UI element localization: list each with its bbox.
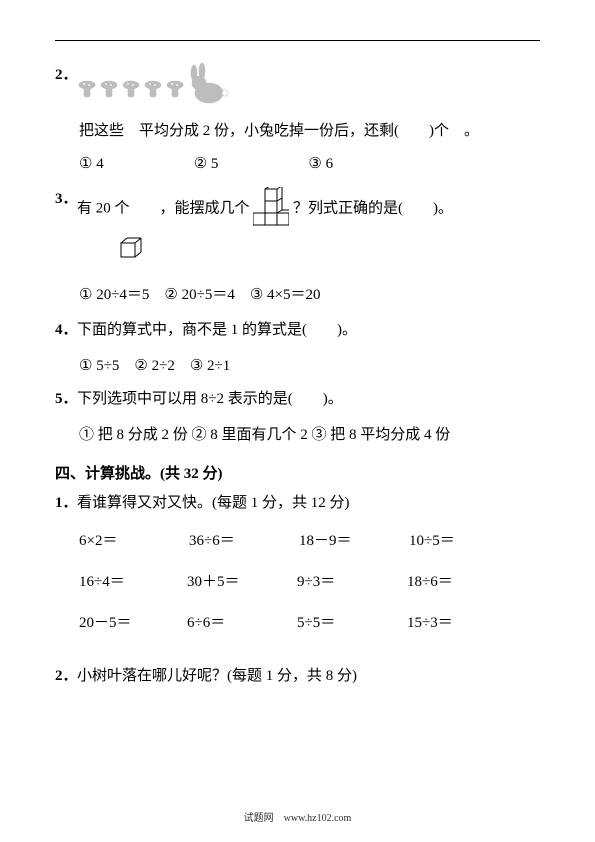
cube-stack-icon [253, 187, 289, 231]
top-rule [55, 40, 540, 41]
q4-options: ① 5÷5 ② 2÷2 ③ 2÷1 [79, 354, 540, 375]
q2-number: 2． [55, 63, 77, 84]
q2-text: 把这些 平均分成 2 份，小兔吃掉一份后，还剩( )个 。 [79, 119, 540, 140]
calc-item: 18－9＝ [299, 529, 409, 550]
q2-illustration [77, 63, 540, 109]
q2-body [77, 63, 540, 109]
q3-body: 有 20 个 ，能摆成几个 [77, 187, 540, 269]
calc-item: 10÷5＝ [409, 529, 519, 550]
s4p2-title: 小树叶落在哪儿好呢？(每题 1 分，共 8 分) [77, 664, 540, 688]
section-4-title: 四、计算挑战。(共 32 分) [55, 462, 540, 483]
calc-item: 20－5＝ [79, 611, 187, 632]
q3-number: 3． [55, 187, 77, 208]
s4p1-title: 看谁算得又对又快。(每题 1 分，共 12 分) [77, 491, 540, 515]
calc-item: 16÷4＝ [79, 570, 187, 591]
q5-options: ① 把 8 分成 2 份 ② 8 里面有几个 2 ③ 把 8 平均分成 4 份 [79, 423, 540, 444]
q4-number: 4． [55, 318, 77, 339]
q4-text: 下面的算式中，商不是 1 的算式是( )。 [77, 318, 540, 342]
question-2: 2． [55, 63, 540, 109]
q2-options: ① 4 ② 5 ③ 6 [79, 154, 540, 173]
calc-grid-row1: 6×2＝ 36÷6＝ 18－9＝ 10÷5＝ [79, 529, 540, 550]
s4p1-number: 1． [55, 491, 77, 512]
single-cube-icon [117, 237, 151, 261]
footer: 试题网 www.hz102.com [0, 809, 595, 824]
question-5: 5． 下列选项中可以用 8÷2 表示的是( )。 [55, 387, 540, 411]
calc-grid-row3: 20－5＝ 6÷6＝ 5÷5＝ 15÷3＝ [79, 611, 540, 632]
mushrooms-and-rabbit-icon [77, 63, 237, 109]
calc-item: 6÷6＝ [187, 611, 297, 632]
page: 2． [0, 0, 595, 842]
q5-text: 下列选项中可以用 8÷2 表示的是( )。 [77, 387, 540, 411]
q3-options: ① 20÷4＝5 ② 20÷5＝4 ③ 4×5＝20 [79, 283, 540, 304]
question-4: 4． 下面的算式中，商不是 1 的算式是( )。 [55, 318, 540, 342]
s4p2-number: 2． [55, 664, 77, 685]
q2-opt-1: ① 4 [79, 154, 104, 173]
section4-p2: 2． 小树叶落在哪儿好呢？(每题 1 分，共 8 分) [55, 664, 540, 688]
calc-item: 5÷5＝ [297, 611, 407, 632]
calc-item: 36÷6＝ [189, 529, 299, 550]
q3-text-prefix: 有 20 个 ，能摆成几个 [77, 200, 250, 216]
q2-opt-2: ② 5 [194, 154, 219, 173]
section4-p1: 1． 看谁算得又对又快。(每题 1 分，共 12 分) [55, 491, 540, 515]
q3-text-suffix: ？列式正确的是( )。 [293, 200, 453, 216]
calc-item: 9÷3＝ [297, 570, 407, 591]
question-3: 3． 有 20 个 ，能摆成几个 [55, 187, 540, 269]
calc-item: 30＋5＝ [187, 570, 297, 591]
calc-grid-row2: 16÷4＝ 30＋5＝ 9÷3＝ 18÷6＝ [79, 570, 540, 591]
calc-item: 6×2＝ [79, 529, 189, 550]
calc-item: 15÷3＝ [407, 611, 517, 632]
q2-opt-3: ③ 6 [308, 154, 333, 173]
q5-number: 5． [55, 387, 77, 408]
calc-item: 18÷6＝ [407, 570, 517, 591]
